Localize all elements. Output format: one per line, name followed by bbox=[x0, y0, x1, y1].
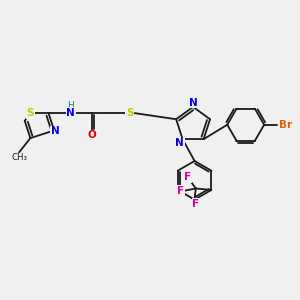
Text: N: N bbox=[175, 138, 184, 148]
Text: CH₃: CH₃ bbox=[11, 153, 27, 162]
Text: N: N bbox=[51, 126, 59, 136]
Text: N: N bbox=[66, 108, 75, 118]
Text: S: S bbox=[126, 108, 134, 118]
Text: H: H bbox=[68, 101, 74, 110]
Text: Br: Br bbox=[279, 120, 292, 130]
Text: F: F bbox=[177, 186, 184, 196]
Text: O: O bbox=[87, 130, 96, 140]
Text: N: N bbox=[189, 98, 197, 108]
Text: S: S bbox=[27, 108, 34, 118]
Text: F: F bbox=[192, 199, 200, 209]
Text: F: F bbox=[184, 172, 191, 182]
